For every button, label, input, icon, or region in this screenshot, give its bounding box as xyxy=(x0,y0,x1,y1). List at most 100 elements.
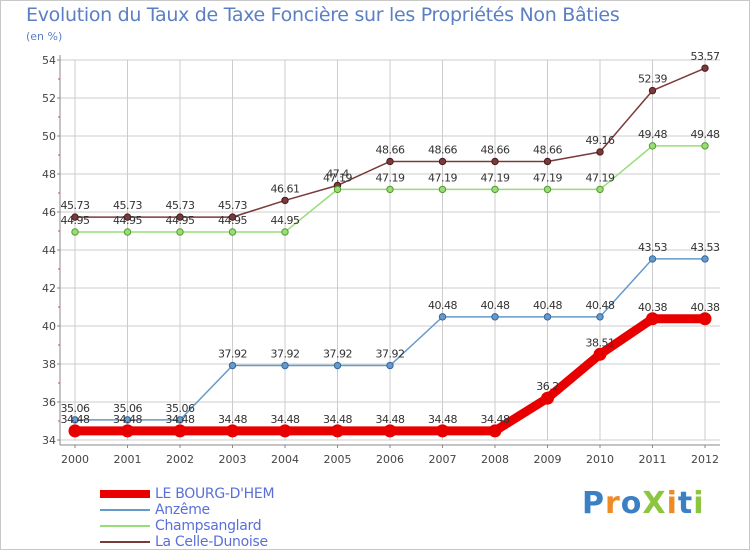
y-tick-label: 52 xyxy=(42,92,56,105)
data-point xyxy=(488,424,502,438)
data-label: 46.61 xyxy=(271,182,300,195)
data-point xyxy=(226,424,239,438)
legend-swatch xyxy=(100,525,150,527)
data-label: 53.57 xyxy=(691,50,720,63)
data-point xyxy=(228,361,237,370)
data-label: 40.48 xyxy=(428,299,457,312)
data-point xyxy=(331,424,344,438)
data-label: 40.48 xyxy=(481,299,510,312)
data-point xyxy=(123,213,132,221)
y-tick-label: 34 xyxy=(42,434,56,447)
data-point xyxy=(596,313,604,321)
data-label: 38.51 xyxy=(586,336,615,349)
y-tick-label: 44 xyxy=(42,244,56,257)
data-point xyxy=(438,185,447,194)
data-point xyxy=(386,157,394,166)
data-label: 49.16 xyxy=(586,134,615,147)
proxiti-logo: ProXiti xyxy=(582,486,705,521)
data-label: 45.73 xyxy=(166,199,195,212)
data-label: 52.39 xyxy=(638,73,667,86)
logo-letter: o xyxy=(620,486,643,521)
data-point xyxy=(648,142,657,150)
data-point xyxy=(281,361,289,370)
data-label: 44.95 xyxy=(61,214,90,227)
data-point xyxy=(543,185,552,194)
data-label: 43.53 xyxy=(691,241,720,254)
data-label: 34.48 xyxy=(271,413,300,426)
data-point xyxy=(543,157,552,166)
logo-letter: r xyxy=(605,486,621,521)
data-label: 48.66 xyxy=(533,143,562,156)
x-tick-label: 2009 xyxy=(534,453,562,466)
x-tick-label: 2000 xyxy=(61,453,89,466)
data-label: 47.19 xyxy=(428,171,457,184)
y-tick-label: 40 xyxy=(42,320,56,333)
data-point xyxy=(491,313,499,321)
y-tick-label: 38 xyxy=(42,358,56,371)
data-point xyxy=(543,313,552,321)
data-label: 34.48 xyxy=(481,413,510,426)
data-point xyxy=(438,313,447,321)
x-tick-label: 2010 xyxy=(586,453,614,466)
data-label: 37.92 xyxy=(218,348,247,361)
data-point xyxy=(71,228,79,236)
data-label: 44.95 xyxy=(113,214,142,227)
x-tick-label: 2006 xyxy=(376,453,404,466)
data-label: 35.06 xyxy=(113,402,142,415)
y-tick-label: 42 xyxy=(42,282,56,295)
data-label: 34.48 xyxy=(113,413,142,426)
x-tick-label: 2003 xyxy=(219,453,247,466)
data-label: 34.48 xyxy=(428,413,457,426)
data-point xyxy=(71,416,79,424)
y-tick-label: 36 xyxy=(42,396,56,409)
data-point xyxy=(176,228,184,236)
data-label: 44.95 xyxy=(271,214,300,227)
data-point xyxy=(648,255,657,263)
data-label: 47.19 xyxy=(533,171,562,184)
unit-label: (en %) xyxy=(26,30,63,43)
legend-swatch xyxy=(100,541,150,543)
data-label: 49.48 xyxy=(638,128,667,141)
data-point xyxy=(648,86,657,95)
data-label: 35.06 xyxy=(61,402,90,415)
data-label: 47.19 xyxy=(376,171,405,184)
data-point xyxy=(596,185,604,194)
data-point xyxy=(278,424,292,438)
data-point xyxy=(386,185,394,194)
data-label: 43.53 xyxy=(638,241,667,254)
data-label: 37.92 xyxy=(323,348,352,361)
logo-letter: i xyxy=(693,486,705,521)
legend-label: LE BOURG-D'HEM xyxy=(155,486,275,502)
data-point xyxy=(438,157,447,166)
data-point xyxy=(121,424,134,438)
data-point xyxy=(176,416,184,424)
data-point xyxy=(228,228,237,236)
data-point xyxy=(281,228,289,236)
data-label: 48.66 xyxy=(376,143,405,156)
x-tick-label: 2005 xyxy=(324,453,352,466)
x-tick-label: 2007 xyxy=(429,453,457,466)
data-point xyxy=(491,157,499,166)
data-label: 34.48 xyxy=(218,413,247,426)
data-point xyxy=(176,213,184,221)
data-label: 34.48 xyxy=(166,413,195,426)
data-point xyxy=(281,196,289,205)
x-tick-label: 2004 xyxy=(271,453,299,466)
logo-letter: P xyxy=(582,486,605,521)
data-label: 48.66 xyxy=(481,143,510,156)
data-label: 44.95 xyxy=(166,214,195,227)
data-point xyxy=(436,424,449,438)
data-point xyxy=(333,361,342,370)
data-label: 35.06 xyxy=(166,402,195,415)
data-point xyxy=(123,228,132,236)
data-label: 48.66 xyxy=(428,143,457,156)
x-tick-label: 2001 xyxy=(114,453,142,466)
data-label: 47.19 xyxy=(481,171,510,184)
data-label: 37.92 xyxy=(376,348,405,361)
data-point xyxy=(386,361,394,370)
data-label: 44.95 xyxy=(218,214,247,227)
data-point xyxy=(491,185,499,194)
x-tick-label: 2012 xyxy=(691,453,719,466)
logo-letter: t xyxy=(677,486,694,521)
